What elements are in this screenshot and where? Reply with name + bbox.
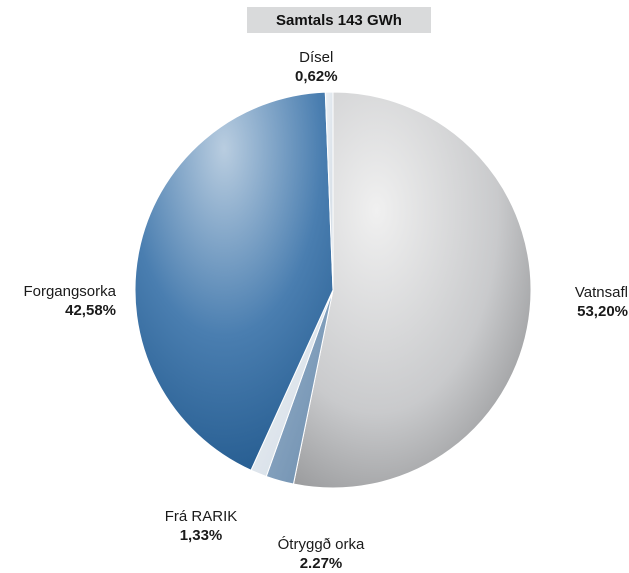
slice-name: Dísel (299, 49, 334, 66)
chart-title: Samtals 143 GWh (247, 7, 431, 33)
slice-value: 2.27% (299, 555, 343, 572)
slice-value: 1,33% (179, 527, 223, 544)
slice-value: 53,20% (577, 303, 628, 320)
slice-value: 0,62% (295, 68, 338, 85)
slice-name: Frá RARIK (164, 508, 238, 525)
slice-label-vatnsafl: Vatnsafl 53,20% (560, 283, 628, 321)
pie-slice-forgangsorka (134, 91, 334, 471)
slice-name: Forgangsorka (23, 283, 116, 300)
slice-label-disel: Dísel 0,62% (295, 48, 338, 86)
slice-label-fra-rarik: Frá RARIK 1,33% (161, 507, 241, 545)
slice-value: 42,58% (65, 302, 116, 319)
slice-label-otryggd-orka: Ótryggð orka 2.27% (266, 535, 376, 573)
pie-slice-dísel (324, 91, 334, 291)
slice-name: Vatnsafl (574, 284, 628, 301)
slice-label-forgangsorka: Forgangsorka 42,58% (10, 282, 116, 320)
slice-name: Ótryggð orka (277, 536, 365, 553)
pie-slice-vatnsafl (292, 91, 532, 489)
